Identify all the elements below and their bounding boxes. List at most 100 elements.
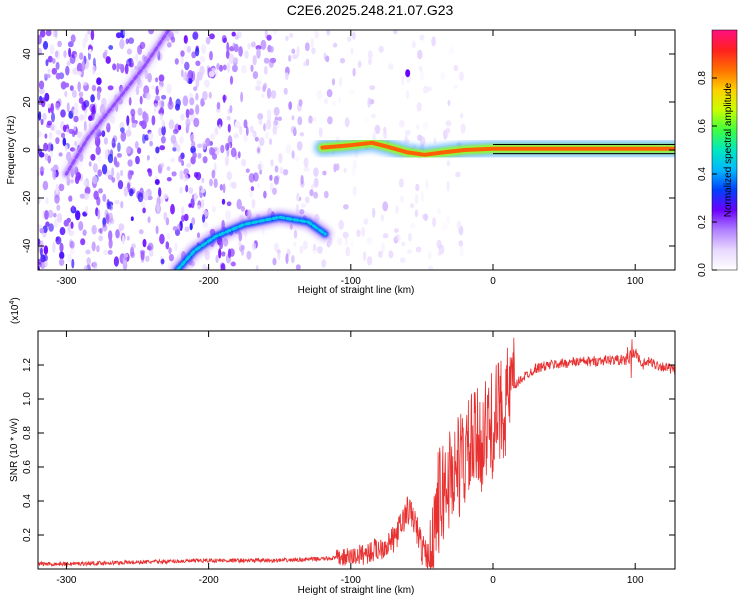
heatmap-noise-speck (272, 124, 277, 135)
heatmap-noise-speck (270, 90, 277, 99)
heatmap-noise-speck (43, 245, 49, 255)
heatmap-noise-speck (54, 50, 59, 58)
heatmap-noise-speck (300, 174, 304, 185)
heatmap-noise-speck (44, 92, 50, 102)
heatmap-noise-speck (81, 60, 86, 71)
heatmap-noise-speck (135, 53, 139, 63)
heatmap-noise-speck (167, 100, 174, 110)
heatmap-noise-speck (189, 97, 195, 106)
heatmap-xtick-label: 0 (490, 276, 496, 287)
heatmap-xlabel: Height of straight line (km) (298, 285, 415, 296)
heatmap-noise-speck (59, 242, 64, 253)
heatmap-noise-speck (439, 71, 446, 81)
heatmap-noise-speck (43, 142, 49, 152)
heatmap-noise-speck (65, 128, 69, 137)
heatmap-noise-speck (362, 251, 367, 262)
heatmap-noise-speck (102, 223, 108, 232)
heatmap-noise-speck (195, 60, 201, 67)
heatmap-noise-speck (92, 175, 98, 184)
heatmap-noise-speck (209, 50, 213, 61)
heatmap-noise-speck (42, 40, 49, 50)
heatmap-noise-speck (153, 155, 157, 161)
heatmap-noise-speck (67, 253, 72, 263)
snr-ytick-label: 1.0 (22, 392, 33, 406)
heatmap-noise-speck (263, 190, 267, 199)
heatmap-noise-speck (108, 238, 113, 249)
heatmap-noise-speck (343, 204, 349, 210)
snr-background (38, 331, 675, 569)
heatmap-noise-speck (126, 235, 130, 241)
heatmap-noise-speck (45, 196, 49, 205)
heatmap-noise-speck (182, 174, 189, 182)
heatmap-noise-speck (175, 98, 181, 108)
heatmap-noise-speck (432, 217, 437, 228)
heatmap-noise-speck (219, 64, 223, 72)
heatmap-noise-speck (416, 102, 422, 112)
heatmap-noise-speck (120, 169, 124, 177)
heatmap-noise-speck (231, 31, 236, 37)
heatmap-noise-speck (147, 72, 152, 83)
heatmap-noise-speck (272, 187, 277, 195)
heatmap-noise-speck (404, 129, 411, 136)
heatmap-noise-speck (123, 253, 129, 258)
snr-panel: -300 -200 -100 0 100 0.2 0.4 0.6 0.8 1.0 1.2 Heigh… (9, 297, 676, 596)
heatmap-noise-speck (148, 249, 154, 257)
heatmap-noise-speck (401, 75, 405, 86)
heatmap-noise-speck (250, 41, 256, 48)
heatmap-noise-speck (39, 166, 45, 172)
heatmap-noise-speck (364, 116, 370, 123)
heatmap-noise-speck (393, 228, 399, 233)
heatmap-noise-speck (234, 121, 241, 129)
heatmap-noise-speck (195, 92, 199, 101)
heatmap-noise-speck (79, 52, 84, 60)
heatmap-noise-speck (161, 100, 165, 109)
heatmap-noise-speck (243, 134, 248, 143)
heatmap-noise-speck (238, 232, 243, 242)
heatmap-noise-speck (406, 89, 410, 100)
heatmap-noise-speck (122, 30, 129, 37)
heatmap-noise-speck (143, 85, 150, 95)
heatmap-noise-speck (208, 91, 212, 99)
heatmap-noise-speck (225, 142, 230, 151)
heatmap-noise-speck (84, 192, 90, 200)
heatmap-noise-speck (255, 85, 261, 91)
figure-title: C2E6.2025.248.21.07.G23 (287, 2, 454, 18)
heatmap-noise-speck (264, 65, 268, 75)
heatmap-noise-speck (291, 255, 295, 264)
heatmap-noise-speck (237, 151, 241, 159)
heatmap-noise-speck (301, 203, 306, 208)
heatmap-noise-speck (159, 162, 165, 168)
heatmap-noise-speck (145, 255, 150, 262)
heatmap-noise-speck (202, 141, 207, 150)
heatmap-noise-speck (124, 63, 129, 75)
heatmap-noise-speck (49, 44, 55, 55)
heatmap-noise-speck (97, 209, 101, 220)
heatmap-noise-speck (227, 123, 231, 133)
heatmap-noise-speck (125, 146, 132, 154)
heatmap-noise-speck (219, 184, 224, 191)
heatmap-noise-speck (409, 203, 415, 209)
heatmap-noise-speck (101, 130, 106, 138)
heatmap-noise-speck (50, 103, 54, 114)
heatmap-noise-speck (105, 56, 111, 64)
heatmap-noise-speck (122, 235, 125, 245)
heatmap-noise-speck (97, 169, 102, 177)
heatmap-noise-speck (382, 201, 389, 212)
heatmap-noise-speck (157, 85, 163, 91)
heatmap-noise-speck (324, 97, 328, 105)
heatmap-noise-speck (209, 133, 216, 140)
heatmap-noise-speck (212, 206, 216, 213)
heatmap-noise-speck (316, 89, 323, 100)
heatmap-noise-speck (155, 95, 161, 102)
heatmap-noise-speck (79, 114, 85, 121)
heatmap-noise-speck (257, 113, 264, 120)
heatmap-noise-speck (183, 213, 189, 222)
heatmap-noise-speck (328, 236, 333, 246)
snr-series-line (38, 337, 675, 569)
heatmap-noise-speck (135, 155, 140, 165)
heatmap-noise-speck (60, 132, 66, 139)
heatmap-noise-speck (120, 127, 125, 133)
heatmap-noise-speck (201, 177, 205, 183)
heatmap-noise-speck (310, 37, 314, 48)
heatmap-noise-speck (139, 95, 143, 105)
